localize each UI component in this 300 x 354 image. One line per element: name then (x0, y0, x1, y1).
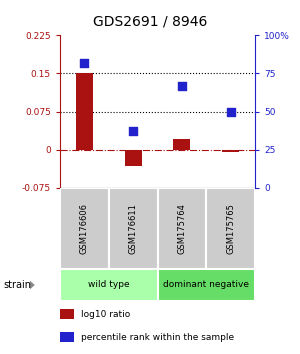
Bar (206, 188, 255, 269)
Bar (109, 188, 158, 269)
Bar (76, 73, 93, 149)
Text: dominant negative: dominant negative (163, 280, 249, 290)
Text: GSM175764: GSM175764 (177, 203, 186, 254)
Point (131, 129, 136, 134)
Polygon shape (30, 281, 35, 289)
Point (82, 60, 87, 65)
Bar (173, 139, 190, 149)
Bar (60, 269, 158, 301)
Bar (222, 149, 239, 152)
Text: log10 ratio: log10 ratio (82, 310, 131, 319)
Text: GSM175765: GSM175765 (226, 203, 235, 254)
Text: wild type: wild type (88, 280, 130, 290)
Text: GDS2691 / 8946: GDS2691 / 8946 (93, 14, 207, 28)
Point (228, 109, 233, 114)
Text: GSM176611: GSM176611 (129, 203, 138, 254)
Bar (60, 332, 74, 342)
Text: strain: strain (3, 280, 31, 290)
Point (179, 83, 184, 88)
Bar (60, 188, 109, 269)
Text: GSM176606: GSM176606 (80, 203, 89, 254)
Bar (124, 149, 142, 166)
Bar (158, 269, 255, 301)
Bar (158, 188, 206, 269)
Bar (60, 309, 74, 319)
Text: percentile rank within the sample: percentile rank within the sample (82, 333, 235, 342)
